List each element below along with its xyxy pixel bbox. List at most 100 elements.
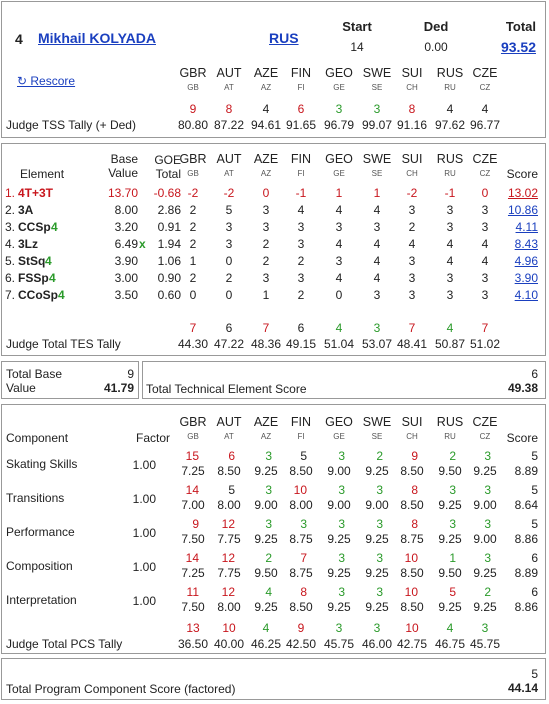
element-goe-total: 0.90 <box>157 271 181 285</box>
component-factor: 1.00 <box>132 526 156 540</box>
tss-rank: 4 <box>262 102 270 116</box>
pcs-tally-rank: 3 <box>373 621 381 635</box>
component-rank: 1 <box>449 551 456 565</box>
element-score-link[interactable]: 4.11 <box>515 220 538 234</box>
tss-judge-gbr: GBR <box>179 66 207 80</box>
component-mark: 9.25 <box>365 464 389 478</box>
pc-judge-sui: SUI <box>401 415 423 429</box>
el-judge-sub-sui: CH <box>406 169 418 178</box>
component-rank: 15 <box>185 449 199 463</box>
tes-tally-rank: 4 <box>446 321 454 335</box>
component-mark: 7.00 <box>181 498 205 512</box>
judge-goe: 3 <box>335 220 343 234</box>
tes-tally-value: 47.22 <box>213 337 245 351</box>
judge-goe: 0 <box>225 254 233 268</box>
pc-judge-sub-geo: GE <box>333 432 345 441</box>
tss-judge-aut: AUT <box>216 66 242 80</box>
judge-goe: 4 <box>335 237 343 251</box>
component-score-rank: 6 <box>531 551 538 565</box>
judge-goe: 3 <box>481 288 489 302</box>
component-header: Component <box>6 431 69 445</box>
judge-goe: 0 <box>335 288 343 302</box>
component-rank: 3 <box>265 517 272 531</box>
tss-tally-label: Judge TSS Tally (+ Ded) <box>6 118 136 132</box>
judge-goe: 4 <box>373 271 381 285</box>
element-name: FSSp <box>18 271 49 285</box>
element-goe-total: 0.91 <box>157 220 181 234</box>
judge-goe: 0 <box>189 288 197 302</box>
tss-value: 80.80 <box>177 118 209 132</box>
judge-goe: 2 <box>189 271 197 285</box>
tss-judge-sub-swe: SE <box>371 83 383 92</box>
judge-goe: -1 <box>295 186 307 200</box>
pc-judge-geo: GEO <box>325 415 353 429</box>
pc-judge-sub-gbr: GB <box>187 432 199 441</box>
component-rank: 3 <box>338 517 345 531</box>
tss-value: 91.16 <box>396 118 428 132</box>
element-score-link[interactable]: 3.90 <box>514 271 538 285</box>
pcs-tally-value: 46.25 <box>250 637 282 651</box>
deduction-value: 0.00 <box>424 40 448 54</box>
judge-goe: 3 <box>373 288 381 302</box>
judge-goe: 3 <box>408 203 416 217</box>
component-rank: 5 <box>300 449 307 463</box>
element-score-link[interactable]: 13.02 <box>507 186 538 200</box>
tss-judge-rus: RUS <box>436 66 464 80</box>
pcs-tally-rank: 10 <box>405 621 419 635</box>
component-mark: 9.25 <box>365 566 389 580</box>
judge-goe: -1 <box>444 186 456 200</box>
component-mark: 7.25 <box>181 464 205 478</box>
element-score-link[interactable]: 4.96 <box>514 254 538 268</box>
element-header: Element <box>20 167 65 181</box>
element-level: 4 <box>58 288 65 302</box>
element-number: 6. <box>5 271 16 285</box>
component-rank: 3 <box>338 551 345 565</box>
element-number: 7. <box>5 288 16 302</box>
element-score-link[interactable]: 8.43 <box>514 237 538 251</box>
deduction-label: Ded <box>423 19 449 34</box>
tes-tally-value: 50.87 <box>434 337 466 351</box>
tss-rank: 3 <box>373 102 381 116</box>
skater-name-link[interactable]: Mikhail KOLYADA <box>38 30 156 46</box>
tss-judge-sub-gbr: GB <box>187 83 199 92</box>
judge-goe: 2 <box>225 271 233 285</box>
tes-tally-rank: 7 <box>481 321 489 335</box>
element-base-value: 3.20 <box>114 220 138 234</box>
judge-goe: 4 <box>373 237 381 251</box>
tes-tally-value: 44.30 <box>177 337 209 351</box>
component-mark: 8.50 <box>289 600 313 614</box>
pcs-label: Total Program Component Score (factored) <box>6 682 236 696</box>
element-score-link[interactable]: 4.10 <box>514 288 538 302</box>
pc-judge-rus: RUS <box>436 415 464 429</box>
element-score-link[interactable]: 10.86 <box>507 203 538 217</box>
tes-tally-rank: 4 <box>335 321 343 335</box>
component-rank: 14 <box>185 551 199 565</box>
judge-goe: 3 <box>297 220 305 234</box>
element-number: 1. <box>5 186 16 200</box>
component-rank: 14 <box>185 483 199 497</box>
judge-goe: 3 <box>408 271 416 285</box>
pc-judge-swe: SWE <box>362 415 392 429</box>
component-mark: 9.25 <box>254 464 278 478</box>
total-label: Total <box>505 19 536 34</box>
el-judge-cze: CZE <box>472 152 498 166</box>
pcs-tally-rank: 4 <box>446 621 454 635</box>
judge-goe: 3 <box>481 271 489 285</box>
judge-goe: 3 <box>297 271 305 285</box>
pc-judge-sub-sui: CH <box>406 432 418 441</box>
tss-judge-swe: SWE <box>362 66 392 80</box>
element-score-header: Score <box>506 167 538 181</box>
component-rank: 5 <box>449 585 456 599</box>
component-factor: 1.00 <box>132 458 156 472</box>
component-factor: 1.00 <box>132 594 156 608</box>
component-name: Interpretation <box>6 593 77 607</box>
judge-goe: 0 <box>262 186 270 200</box>
component-mark: 8.50 <box>400 498 424 512</box>
el-judge-sub-rus: RU <box>444 169 456 178</box>
element-level: 4 <box>49 271 56 285</box>
nation-link[interactable]: RUS <box>269 30 299 46</box>
rescore-link[interactable]: ↻ Rescore <box>17 74 76 88</box>
judge-goe: 4 <box>446 254 454 268</box>
total-score-link[interactable]: 93.52 <box>500 39 536 55</box>
pcs-panel <box>1 658 546 700</box>
